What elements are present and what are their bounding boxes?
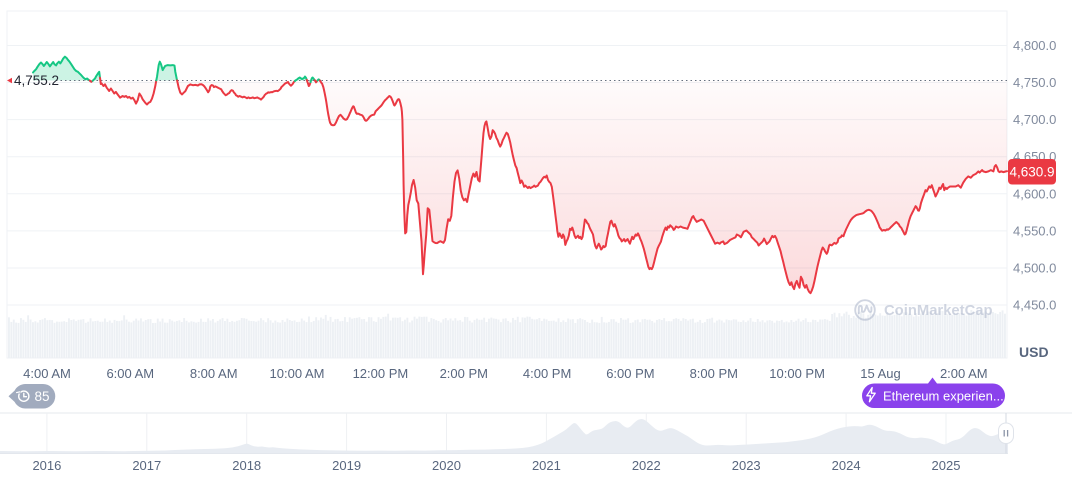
svg-text:6:00 AM: 6:00 AM <box>106 366 154 381</box>
svg-text:4,450.0: 4,450.0 <box>1013 298 1056 313</box>
svg-text:CoinMarketCap: CoinMarketCap <box>884 303 993 319</box>
svg-text:4,755.2: 4,755.2 <box>14 73 59 88</box>
svg-text:2021: 2021 <box>532 458 561 473</box>
svg-text:2016: 2016 <box>32 458 61 473</box>
svg-text:2024: 2024 <box>832 458 861 473</box>
svg-text:2:00 AM: 2:00 AM <box>940 366 988 381</box>
svg-text:Ethereum experien...: Ethereum experien... <box>883 389 1004 404</box>
svg-text:4,600.0: 4,600.0 <box>1013 186 1056 201</box>
svg-text:8:00 AM: 8:00 AM <box>190 366 238 381</box>
svg-text:2018: 2018 <box>232 458 261 473</box>
svg-text:6:00 PM: 6:00 PM <box>606 366 654 381</box>
svg-text:2020: 2020 <box>432 458 461 473</box>
svg-text:4,630.9: 4,630.9 <box>1009 165 1054 180</box>
svg-text:4:00 PM: 4:00 PM <box>523 366 571 381</box>
svg-text:15 Aug: 15 Aug <box>860 366 901 381</box>
svg-text:2:00 PM: 2:00 PM <box>440 366 488 381</box>
svg-text:2019: 2019 <box>332 458 361 473</box>
svg-text:2023: 2023 <box>732 458 761 473</box>
svg-text:2022: 2022 <box>632 458 661 473</box>
svg-text:2025: 2025 <box>932 458 961 473</box>
svg-text:2017: 2017 <box>132 458 161 473</box>
svg-text:USD: USD <box>1019 344 1049 360</box>
svg-text:12:00 PM: 12:00 PM <box>353 366 409 381</box>
svg-text:4,550.0: 4,550.0 <box>1013 223 1056 238</box>
svg-text:4,750.0: 4,750.0 <box>1013 75 1056 90</box>
svg-text:10:00 AM: 10:00 AM <box>270 366 325 381</box>
svg-text:85: 85 <box>35 389 50 404</box>
svg-text:8:00 PM: 8:00 PM <box>690 366 738 381</box>
svg-text:4,700.0: 4,700.0 <box>1013 112 1056 127</box>
svg-text:10:00 PM: 10:00 PM <box>769 366 825 381</box>
svg-text:4:00 AM: 4:00 AM <box>23 366 71 381</box>
svg-text:4,500.0: 4,500.0 <box>1013 261 1056 276</box>
svg-text:4,800.0: 4,800.0 <box>1013 38 1056 53</box>
